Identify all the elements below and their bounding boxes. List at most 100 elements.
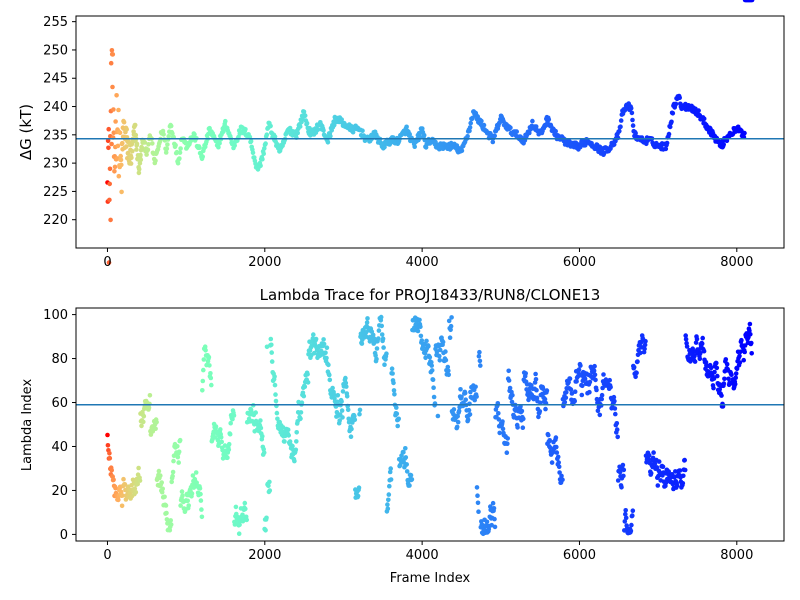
dg-point	[133, 132, 139, 138]
lambda-point	[732, 381, 738, 387]
dg-point	[664, 140, 670, 146]
lambda-point	[370, 332, 376, 338]
lambda-point	[160, 486, 165, 492]
lambda-point	[109, 467, 114, 473]
lambda-point	[520, 425, 526, 431]
dg-point	[117, 130, 123, 136]
lambda-point	[324, 355, 329, 361]
lambda-point	[298, 416, 303, 421]
lambda-point	[386, 497, 391, 503]
lambda-point	[476, 353, 482, 359]
lambda-point	[396, 416, 402, 422]
dg-point	[382, 144, 387, 150]
lambda-point	[621, 473, 626, 479]
lambda-point	[505, 436, 511, 441]
lambda-point	[186, 503, 191, 508]
lambda-point	[733, 375, 738, 381]
lambda-point	[386, 492, 392, 497]
dg-point	[268, 123, 273, 129]
dg-point	[200, 154, 205, 159]
lambda-point	[153, 426, 158, 432]
lambda-point	[258, 418, 263, 423]
dg-point	[497, 120, 503, 125]
lambda-point	[121, 476, 126, 482]
lambda-point	[269, 350, 275, 355]
lambda-point	[159, 489, 165, 495]
lambda-point	[268, 336, 274, 342]
dg-point	[669, 119, 674, 125]
dg-point	[136, 167, 142, 172]
lambda-point	[448, 323, 454, 329]
lambda-point	[711, 385, 716, 391]
lambda-point	[178, 503, 183, 508]
bottom-x-tick-label: 8000	[720, 548, 753, 563]
dg-point	[258, 163, 263, 169]
lambda-point	[692, 353, 697, 359]
lambda-point	[578, 363, 583, 368]
lambda-point	[466, 407, 472, 413]
lambda-point	[171, 458, 176, 464]
lambda-point	[242, 500, 248, 506]
lambda-point	[607, 377, 612, 383]
lambda-point	[365, 316, 370, 321]
dg-point	[134, 147, 139, 152]
dg-point	[264, 132, 270, 137]
lambda-point	[623, 511, 628, 517]
bottom-x-tick-label: 4000	[406, 548, 439, 563]
lambda-point	[574, 379, 579, 384]
lambda-point	[323, 350, 328, 356]
dg-point	[221, 129, 226, 134]
lambda-point	[387, 483, 392, 489]
lambda-point	[105, 432, 110, 438]
lambda-point	[519, 408, 525, 414]
lambda-point	[633, 374, 638, 380]
lambda-point	[634, 370, 639, 376]
lambda-point	[497, 430, 503, 436]
dg-point	[163, 150, 169, 155]
lambda-point	[294, 439, 299, 444]
lambda-point	[154, 419, 159, 425]
dg-point	[130, 148, 135, 154]
lambda-point	[344, 394, 350, 399]
lambda-point	[500, 426, 506, 432]
lambda-point	[553, 435, 559, 440]
lambda-point	[146, 405, 152, 411]
lambda-point	[275, 416, 280, 422]
dg-point	[701, 116, 707, 122]
dg-point	[197, 145, 202, 150]
lambda-point	[474, 485, 480, 490]
lambda-point	[437, 358, 443, 363]
lambda-point	[599, 396, 604, 402]
lambda-point	[729, 372, 734, 378]
lambda-point	[507, 385, 513, 391]
bottom-y-tick-label: 60	[51, 396, 68, 411]
lambda-point	[374, 346, 380, 351]
dg-point	[302, 113, 308, 118]
lambda-point	[435, 413, 441, 419]
lambda-point	[164, 510, 169, 516]
lambda-point	[613, 411, 618, 417]
lambda-point	[463, 397, 469, 403]
lambda-point	[337, 418, 343, 423]
lambda-point	[557, 470, 562, 475]
dg-point	[217, 141, 222, 146]
lambda-point	[459, 394, 464, 400]
lambda-point	[218, 435, 224, 440]
dg-point	[749, 0, 755, 3]
lambda-point	[253, 410, 258, 415]
lambda-point	[258, 425, 264, 431]
lambda-point	[219, 439, 224, 445]
bottom-x-tick-label: 2000	[248, 548, 281, 563]
dg-point	[325, 140, 331, 145]
dg-point	[114, 93, 119, 98]
lambda-point	[159, 480, 164, 485]
lambda-point	[477, 349, 482, 355]
lambda-point	[345, 407, 351, 413]
lambda-point	[540, 386, 546, 392]
dg-point	[459, 148, 465, 153]
lambda-point	[267, 488, 273, 493]
lambda-point	[294, 430, 300, 435]
lambda-point	[198, 498, 204, 503]
lambda-point	[477, 358, 483, 364]
top-panel: 0 2000 4000 6000 8000 2202252302352402452502…	[17, 0, 785, 270]
